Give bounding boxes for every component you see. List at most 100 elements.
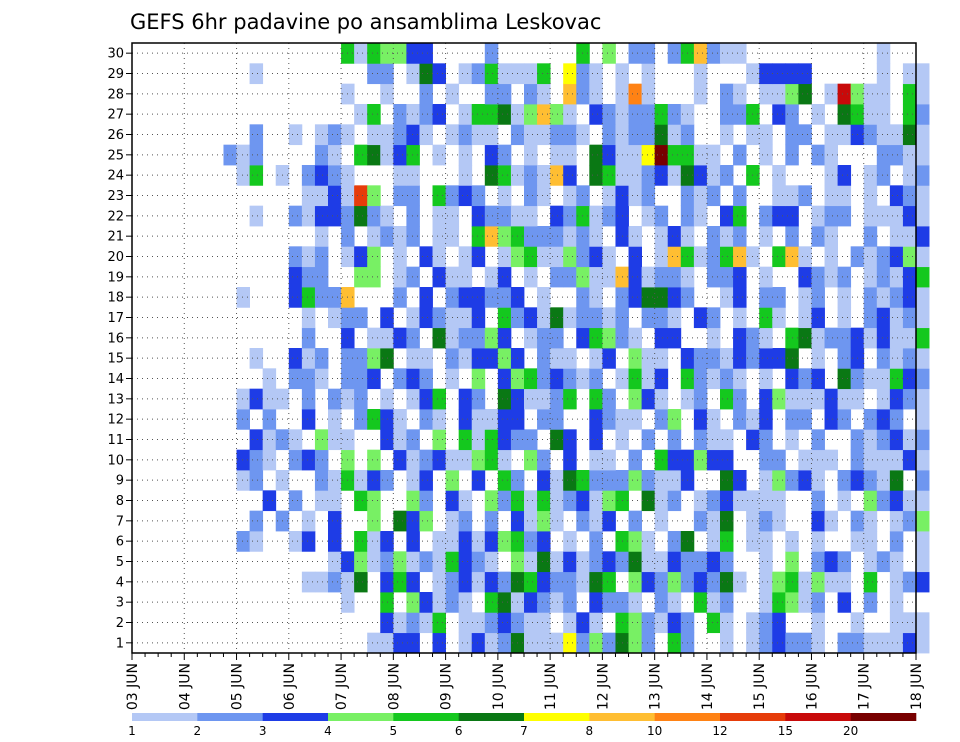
cell-member-20 (693, 246, 708, 268)
cell-member-18 (667, 287, 682, 308)
cell-member-21 (537, 226, 551, 247)
cell-member-8 (406, 490, 420, 512)
cell-member-2 (641, 612, 656, 634)
cell-member-19 (589, 266, 603, 288)
cell-member-8 (262, 490, 277, 512)
cell-member-22 (563, 205, 577, 227)
cell-member-21 (667, 226, 682, 247)
cell-member-29 (641, 63, 656, 85)
cell-member-13 (811, 388, 825, 410)
cell-member-17 (471, 307, 486, 329)
cell-member-23 (367, 185, 381, 207)
y-tick-label: 21 (107, 230, 124, 245)
cell-member-24 (837, 165, 852, 186)
cell-member-11 (524, 429, 538, 451)
cell-member-25 (223, 144, 237, 166)
cell-member-27 (837, 104, 852, 125)
cell-member-16 (537, 327, 551, 349)
cell-member-17 (550, 307, 564, 329)
cell-member-17 (328, 307, 342, 329)
cell-member-5 (524, 551, 538, 573)
cell-member-27 (628, 104, 642, 125)
cell-member-5 (693, 551, 708, 573)
cell-member-17 (772, 307, 786, 329)
cell-member-27 (537, 104, 551, 125)
cell-member-18 (720, 287, 734, 308)
cell-member-4 (837, 571, 852, 593)
cell-member-13 (759, 388, 773, 410)
cell-member-4 (497, 571, 512, 593)
cell-member-18 (811, 287, 825, 308)
cell-member-2 (667, 612, 682, 634)
cell-member-24 (824, 165, 838, 186)
cell-member-15 (458, 348, 473, 369)
cell-member-25 (328, 144, 342, 166)
cell-member-27 (406, 104, 420, 125)
cell-member-16 (759, 327, 773, 349)
cell-member-21 (759, 226, 773, 247)
cell-member-25 (589, 144, 603, 166)
cell-member-29 (497, 63, 512, 85)
y-tick-label: 17 (107, 311, 124, 326)
cell-member-24 (497, 165, 512, 186)
cell-member-8 (706, 490, 721, 512)
cell-member-14 (916, 368, 930, 390)
cell-member-24 (458, 165, 473, 186)
cell-member-3 (654, 592, 669, 613)
cell-member-6 (628, 531, 642, 552)
cell-member-4 (654, 571, 669, 593)
cell-member-17 (654, 307, 669, 329)
cell-member-25 (563, 144, 577, 166)
cell-member-4 (393, 571, 407, 593)
cell-member-1 (393, 632, 407, 654)
cell-member-11 (589, 429, 603, 451)
cell-member-28 (824, 83, 838, 105)
colorbar-label: 20 (843, 724, 858, 738)
cell-member-5 (654, 551, 669, 573)
cell-member-27 (720, 104, 734, 125)
y-tick-label: 14 (107, 372, 124, 387)
cell-member-27 (550, 104, 564, 125)
cell-member-26 (889, 124, 904, 146)
cell-member-30 (602, 43, 616, 64)
cell-member-3 (811, 592, 825, 613)
cell-member-14 (419, 368, 433, 390)
y-tick-label: 12 (107, 413, 124, 428)
cell-member-22 (354, 205, 368, 227)
cell-member-26 (824, 124, 838, 146)
cell-member-4 (902, 571, 917, 593)
cell-member-11 (863, 429, 878, 451)
cell-member-16 (733, 327, 747, 349)
cell-member-21 (628, 226, 642, 247)
cell-member-16 (889, 327, 904, 349)
cell-member-12 (262, 409, 277, 430)
cell-member-18 (314, 287, 329, 308)
cell-member-11 (693, 429, 708, 451)
cell-member-2 (902, 612, 917, 634)
y-tick-label: 29 (107, 67, 124, 82)
cell-member-4 (759, 571, 773, 593)
cell-member-4 (693, 571, 708, 593)
cell-member-22 (497, 205, 512, 227)
cell-member-15 (772, 348, 786, 369)
cell-member-26 (641, 124, 656, 146)
colorbar-label: 10 (647, 724, 662, 738)
cell-member-9 (497, 470, 512, 491)
cell-member-4 (798, 571, 812, 593)
cell-member-1 (563, 632, 577, 654)
cell-member-27 (902, 104, 917, 125)
cell-member-5 (641, 551, 656, 573)
cell-member-8 (367, 490, 381, 512)
cell-member-4 (628, 571, 642, 593)
cell-member-18 (837, 287, 852, 308)
cell-member-11 (889, 429, 904, 451)
cell-member-24 (667, 165, 682, 186)
cell-member-17 (837, 307, 852, 329)
cell-member-12 (471, 409, 486, 430)
cell-member-17 (706, 307, 721, 329)
cell-member-6 (916, 531, 930, 552)
cell-member-24 (236, 165, 250, 186)
cell-member-21 (393, 226, 407, 247)
cell-member-8 (693, 490, 708, 512)
cell-member-10 (693, 449, 708, 471)
